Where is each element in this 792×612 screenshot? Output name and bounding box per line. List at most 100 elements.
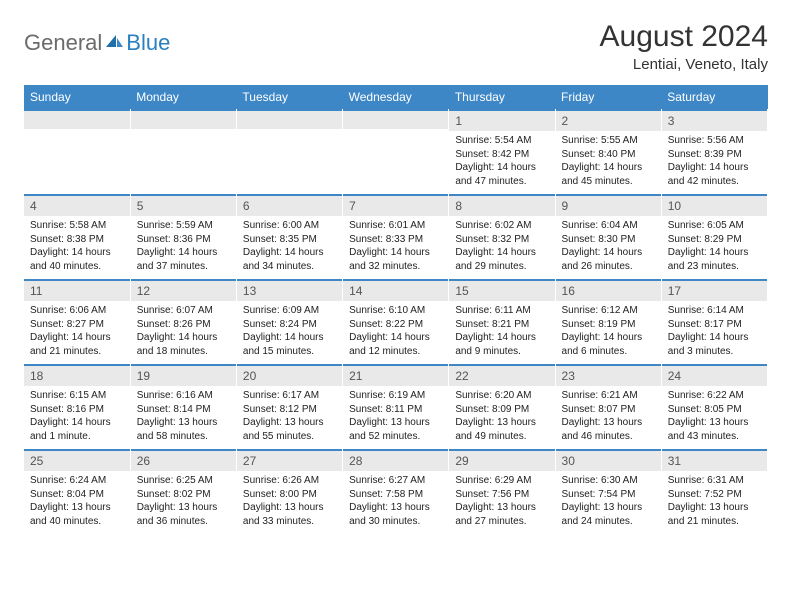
sunrise-text: Sunrise: 5:55 AM [562, 134, 655, 148]
daylight-text: Daylight: 14 hours and 12 minutes. [349, 331, 442, 358]
day-number: 9 [556, 194, 661, 216]
sunrise-text: Sunrise: 6:25 AM [137, 474, 230, 488]
calendar-cell: 25Sunrise: 6:24 AMSunset: 8:04 PMDayligh… [24, 449, 130, 534]
calendar-cell: 6Sunrise: 6:00 AMSunset: 8:35 PMDaylight… [236, 194, 342, 279]
day-body: Sunrise: 5:59 AMSunset: 8:36 PMDaylight:… [131, 216, 236, 279]
calendar-cell: 30Sunrise: 6:30 AMSunset: 7:54 PMDayligh… [555, 449, 661, 534]
sunrise-text: Sunrise: 6:19 AM [349, 389, 442, 403]
daylight-text: Daylight: 14 hours and 18 minutes. [137, 331, 230, 358]
weekday-header: Wednesday [343, 85, 449, 109]
sunrise-text: Sunrise: 5:59 AM [137, 219, 230, 233]
calendar-cell: 28Sunrise: 6:27 AMSunset: 7:58 PMDayligh… [343, 449, 449, 534]
weekday-header: Saturday [661, 85, 767, 109]
calendar-week-row: 11Sunrise: 6:06 AMSunset: 8:27 PMDayligh… [24, 279, 768, 364]
day-number: 6 [237, 194, 342, 216]
day-body: Sunrise: 6:16 AMSunset: 8:14 PMDaylight:… [131, 386, 236, 449]
calendar-cell: 31Sunrise: 6:31 AMSunset: 7:52 PMDayligh… [661, 449, 767, 534]
day-body: Sunrise: 5:56 AMSunset: 8:39 PMDaylight:… [662, 131, 767, 194]
sunset-text: Sunset: 8:21 PM [455, 318, 548, 332]
calendar-week-row: 25Sunrise: 6:24 AMSunset: 8:04 PMDayligh… [24, 449, 768, 534]
daylight-text: Daylight: 14 hours and 32 minutes. [349, 246, 442, 273]
calendar-cell: 20Sunrise: 6:17 AMSunset: 8:12 PMDayligh… [236, 364, 342, 449]
daylight-text: Daylight: 14 hours and 37 minutes. [137, 246, 230, 273]
day-body: Sunrise: 6:29 AMSunset: 7:56 PMDaylight:… [449, 471, 554, 534]
day-number: 19 [131, 364, 236, 386]
logo-text-blue: Blue [126, 30, 170, 56]
empty-day-body [24, 129, 130, 189]
weekday-header: Thursday [449, 85, 555, 109]
calendar-cell: 11Sunrise: 6:06 AMSunset: 8:27 PMDayligh… [24, 279, 130, 364]
daylight-text: Daylight: 14 hours and 23 minutes. [668, 246, 761, 273]
empty-day [237, 109, 342, 129]
sunrise-text: Sunrise: 5:56 AM [668, 134, 761, 148]
day-body: Sunrise: 6:11 AMSunset: 8:21 PMDaylight:… [449, 301, 554, 364]
empty-day [343, 109, 448, 129]
daylight-text: Daylight: 14 hours and 29 minutes. [455, 246, 548, 273]
day-number: 7 [343, 194, 448, 216]
sunset-text: Sunset: 8:12 PM [243, 403, 336, 417]
sunset-text: Sunset: 8:33 PM [349, 233, 442, 247]
sunrise-text: Sunrise: 6:11 AM [455, 304, 548, 318]
calendar-cell: 7Sunrise: 6:01 AMSunset: 8:33 PMDaylight… [343, 194, 449, 279]
daylight-text: Daylight: 14 hours and 3 minutes. [668, 331, 761, 358]
calendar-cell: 3Sunrise: 5:56 AMSunset: 8:39 PMDaylight… [661, 109, 767, 194]
daylight-text: Daylight: 13 hours and 52 minutes. [349, 416, 442, 443]
sunset-text: Sunset: 8:27 PM [30, 318, 124, 332]
day-number: 10 [662, 194, 767, 216]
sunset-text: Sunset: 8:05 PM [668, 403, 761, 417]
day-number: 31 [662, 449, 767, 471]
logo: General Blue [24, 20, 170, 56]
sunrise-text: Sunrise: 6:10 AM [349, 304, 442, 318]
daylight-text: Daylight: 13 hours and 30 minutes. [349, 501, 442, 528]
day-body: Sunrise: 5:55 AMSunset: 8:40 PMDaylight:… [556, 131, 661, 194]
sunrise-text: Sunrise: 6:14 AM [668, 304, 761, 318]
day-number: 20 [237, 364, 342, 386]
header: General Blue August 2024 Lentiai, Veneto… [24, 20, 768, 73]
sunset-text: Sunset: 8:32 PM [455, 233, 548, 247]
sunrise-text: Sunrise: 6:30 AM [562, 474, 655, 488]
calendar-cell: 27Sunrise: 6:26 AMSunset: 8:00 PMDayligh… [236, 449, 342, 534]
empty-day-body [131, 129, 236, 189]
day-body: Sunrise: 6:17 AMSunset: 8:12 PMDaylight:… [237, 386, 342, 449]
daylight-text: Daylight: 14 hours and 9 minutes. [455, 331, 548, 358]
day-number: 26 [131, 449, 236, 471]
daylight-text: Daylight: 13 hours and 24 minutes. [562, 501, 655, 528]
weekday-header-row: Sunday Monday Tuesday Wednesday Thursday… [24, 85, 768, 109]
day-body: Sunrise: 6:25 AMSunset: 8:02 PMDaylight:… [131, 471, 236, 534]
day-number: 14 [343, 279, 448, 301]
logo-text-general: General [24, 30, 102, 56]
calendar-week-row: 4Sunrise: 5:58 AMSunset: 8:38 PMDaylight… [24, 194, 768, 279]
calendar-cell: 18Sunrise: 6:15 AMSunset: 8:16 PMDayligh… [24, 364, 130, 449]
day-number: 22 [449, 364, 554, 386]
calendar-cell: 8Sunrise: 6:02 AMSunset: 8:32 PMDaylight… [449, 194, 555, 279]
day-body: Sunrise: 6:05 AMSunset: 8:29 PMDaylight:… [662, 216, 767, 279]
daylight-text: Daylight: 13 hours and 33 minutes. [243, 501, 336, 528]
weekday-header: Monday [130, 85, 236, 109]
day-number: 3 [662, 109, 767, 131]
sunset-text: Sunset: 8:04 PM [30, 488, 124, 502]
sunset-text: Sunset: 8:11 PM [349, 403, 442, 417]
daylight-text: Daylight: 14 hours and 21 minutes. [30, 331, 124, 358]
sunrise-text: Sunrise: 6:24 AM [30, 474, 124, 488]
sunrise-text: Sunrise: 6:26 AM [243, 474, 336, 488]
calendar-cell: 4Sunrise: 5:58 AMSunset: 8:38 PMDaylight… [24, 194, 130, 279]
calendar-cell: 19Sunrise: 6:16 AMSunset: 8:14 PMDayligh… [130, 364, 236, 449]
sunset-text: Sunset: 8:19 PM [562, 318, 655, 332]
sunset-text: Sunset: 8:26 PM [137, 318, 230, 332]
calendar-cell: 12Sunrise: 6:07 AMSunset: 8:26 PMDayligh… [130, 279, 236, 364]
sunset-text: Sunset: 8:24 PM [243, 318, 336, 332]
sunset-text: Sunset: 7:58 PM [349, 488, 442, 502]
sunrise-text: Sunrise: 6:17 AM [243, 389, 336, 403]
sunset-text: Sunset: 8:09 PM [455, 403, 548, 417]
sunrise-text: Sunrise: 6:06 AM [30, 304, 124, 318]
day-body: Sunrise: 6:24 AMSunset: 8:04 PMDaylight:… [24, 471, 130, 534]
calendar-cell: 1Sunrise: 5:54 AMSunset: 8:42 PMDaylight… [449, 109, 555, 194]
daylight-text: Daylight: 13 hours and 36 minutes. [137, 501, 230, 528]
daylight-text: Daylight: 14 hours and 42 minutes. [668, 161, 761, 188]
sunrise-text: Sunrise: 6:15 AM [30, 389, 124, 403]
day-body: Sunrise: 6:30 AMSunset: 7:54 PMDaylight:… [556, 471, 661, 534]
day-body: Sunrise: 5:58 AMSunset: 8:38 PMDaylight:… [24, 216, 130, 279]
daylight-text: Daylight: 13 hours and 21 minutes. [668, 501, 761, 528]
title-block: August 2024 Lentiai, Veneto, Italy [600, 20, 768, 73]
sunset-text: Sunset: 7:56 PM [455, 488, 548, 502]
